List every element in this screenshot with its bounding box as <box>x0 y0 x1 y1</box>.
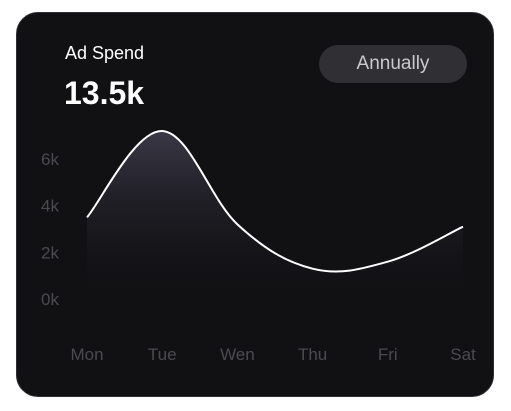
x-axis: Mon Tue Wen Thu Fri Sat <box>70 345 476 364</box>
area-chart: 0k 2k 4k 6k Mon Tue Wen Thu Fri Sat <box>41 129 476 364</box>
area-fill <box>87 130 463 307</box>
metric-label: Ad Spend <box>65 43 145 63</box>
y-axis: 0k 2k 4k 6k <box>41 150 59 309</box>
x-tick-label: Tue <box>148 345 177 364</box>
x-tick-label: Thu <box>298 345 327 364</box>
y-tick-label: 4k <box>41 197 59 216</box>
y-tick-label: 6k <box>41 150 59 169</box>
y-tick-label: 0k <box>41 290 59 309</box>
series-line <box>86 129 464 273</box>
period-dropdown-button[interactable]: Annually <box>319 45 467 83</box>
x-tick-label: Wen <box>220 345 255 364</box>
ad-spend-card: Ad Spend 13.5k Annually 0k 2k 4k 6k Mon Tue W… <box>16 12 494 397</box>
x-tick-label: Fri <box>378 345 398 364</box>
x-tick-label: Mon <box>70 345 103 364</box>
metric-value: 13.5k <box>64 75 145 111</box>
x-tick-label: Sat <box>450 345 476 364</box>
y-tick-label: 2k <box>41 243 59 262</box>
